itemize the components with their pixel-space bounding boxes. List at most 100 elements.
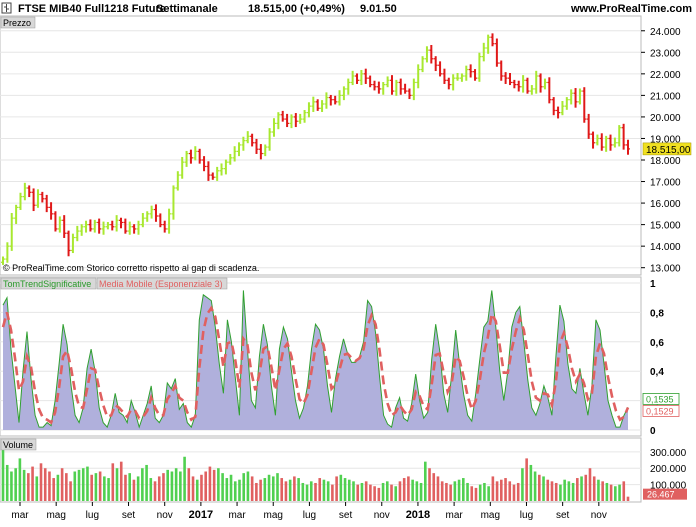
volume-bar	[246, 471, 250, 501]
price-tick-label: 21.000	[650, 91, 681, 102]
price-tick-label: 13.000	[650, 264, 681, 275]
price-tick-label: 20.000	[650, 113, 681, 124]
volume-bar	[474, 487, 478, 501]
volume-bar	[407, 476, 410, 501]
volume-bar	[39, 463, 43, 501]
volume-bar	[301, 482, 305, 501]
volume-bar	[242, 473, 246, 501]
x-axis-label: 2017	[189, 509, 213, 521]
volume-bar	[98, 471, 102, 501]
x-axis-label: set	[556, 510, 570, 521]
volume-bar	[462, 478, 465, 501]
volume-bar	[149, 478, 153, 501]
header-bar: FTSE MIB40 Full1218 Future Settimanale 1…	[0, 0, 696, 16]
volume-bar	[233, 481, 237, 501]
price-tick-label: 19.000	[650, 134, 681, 145]
ema-last-value: 0,1529	[646, 406, 674, 416]
volume-bar	[200, 474, 203, 501]
volume-bar	[31, 466, 34, 501]
volume-bar	[487, 486, 490, 501]
clock-time: 9.01.50	[360, 3, 397, 15]
price-panel-tab[interactable]	[0, 16, 36, 29]
volume-bar	[394, 486, 398, 501]
price-tick-label: 17.000	[650, 178, 681, 189]
ema-last-tag	[642, 405, 680, 417]
volume-bar	[478, 484, 482, 501]
x-axis-label: lug	[86, 510, 99, 521]
volume-bar	[141, 468, 144, 501]
volume-bar	[263, 478, 267, 501]
volume-bar	[343, 478, 347, 501]
volume-bar	[563, 479, 566, 501]
volume-bar	[622, 481, 626, 501]
x-axis-label: mag	[264, 510, 283, 521]
x-axis-label: 2018	[406, 509, 430, 521]
volume-bar	[546, 479, 550, 501]
volume-bar	[170, 471, 174, 501]
volume-bar	[419, 482, 423, 501]
volume-bar	[326, 481, 330, 501]
volume-bar	[504, 478, 507, 501]
volume-bar	[73, 471, 77, 501]
volume-bar	[390, 484, 393, 501]
volume-bar	[238, 479, 241, 501]
volume-bar	[56, 474, 60, 501]
volume-bar	[567, 481, 571, 501]
volume-bar	[208, 466, 212, 501]
volume-bar	[322, 479, 326, 501]
volume-bar	[571, 482, 575, 501]
volume-bar	[217, 468, 220, 501]
x-axis-label: mag	[46, 510, 65, 521]
volume-bar	[43, 468, 47, 501]
instrument-name: FTSE MIB40 Full1218 Future	[18, 3, 166, 15]
volume-bar	[533, 471, 537, 501]
ema-tab[interactable]	[96, 277, 228, 290]
indicator-last-value: 0,1535	[646, 394, 674, 404]
volume-bar	[491, 476, 495, 501]
volume-bar	[221, 473, 224, 501]
volume-panel-label: Volume	[3, 440, 33, 450]
volume-bar	[69, 481, 72, 501]
volume-bar	[542, 476, 545, 501]
volume-bar	[119, 461, 123, 501]
site-link[interactable]: www.ProRealTime.com	[570, 3, 692, 15]
volume-bar	[267, 474, 271, 501]
volume-bar	[128, 473, 131, 501]
price-tick-label: 16.000	[650, 199, 681, 210]
volume-bar	[457, 479, 461, 501]
volume-last-value: 26.467	[647, 490, 675, 500]
x-axis-label: set	[122, 510, 136, 521]
volume-tab[interactable]	[0, 438, 37, 451]
volume-bar	[360, 482, 364, 501]
volume-bar	[347, 479, 351, 501]
volume-bar	[259, 479, 262, 501]
volume-bar	[470, 486, 474, 501]
volume-bar	[14, 468, 17, 501]
volume-bar	[428, 468, 431, 501]
volume-tick-label: 300.000	[650, 448, 687, 459]
volume-bar	[411, 479, 414, 501]
ema-series-label: Media Mobile (Esponenziale 3)	[99, 279, 223, 289]
volume-bar	[124, 474, 127, 501]
last-price-tag	[642, 142, 692, 156]
volume-bar	[609, 484, 613, 501]
volume-bar	[27, 473, 30, 501]
volume-bar	[52, 478, 55, 501]
volume-last-tag	[643, 488, 687, 500]
indicator-tick-label: 1	[650, 279, 656, 290]
price-axis: 24.000 23.000 22.000 21.000 20.000 19.000 18.0…	[641, 27, 692, 275]
volume-bar	[166, 469, 169, 501]
indicator-tab[interactable]	[0, 277, 97, 290]
volume-bar	[195, 479, 199, 501]
volume-bar	[103, 476, 106, 501]
volume-bar	[508, 481, 512, 501]
volume-bar	[440, 481, 444, 501]
volume-bar	[415, 481, 419, 501]
indicator-tick-label: 0	[650, 426, 656, 437]
volume-bar	[483, 482, 486, 501]
price-bars	[1, 33, 630, 265]
x-axis: mar mag lug set nov 2017 mar mag lug set nov 2018 ma…	[11, 502, 607, 521]
price-gridlines	[0, 30, 641, 269]
volume-bar	[204, 471, 208, 501]
